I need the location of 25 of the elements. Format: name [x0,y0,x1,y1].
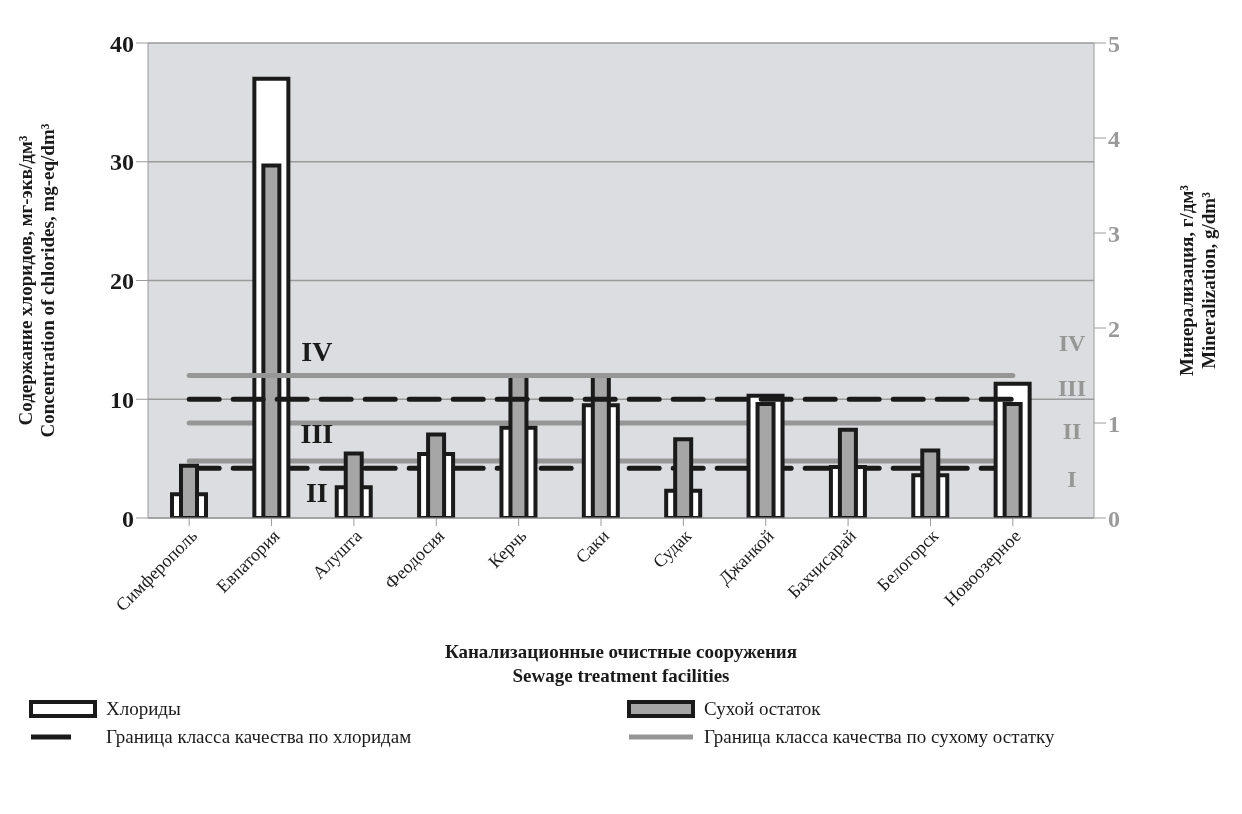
y2-axis-title: Минерализация, г/дм³ Mineralization, g/dm³ [1176,184,1219,377]
annotation: I [1067,465,1077,492]
y-tick-label: 20 [110,268,134,295]
y-tick-label: 30 [110,149,134,176]
annotation: II [305,477,328,509]
y2-tick-label: 3 [1108,220,1120,247]
y-axis-title: Содержание хлоридов, мг-экв/дм³ Concentration of chlorides, mg-eq/dm³ [15,123,58,438]
y-tick-label: 40 [110,30,134,57]
y2-tick-label: 0 [1108,505,1120,532]
annotation: III [1057,375,1087,402]
y-tick-label: 0 [122,505,134,532]
y2-tick-label: 4 [1108,125,1120,152]
legend-label: Граница класса качества по хлоридам [106,726,412,748]
legend-label: Граница класса качества по сухому остатку [704,726,1055,748]
y2-tick-label: 2 [1108,315,1120,342]
y2-tick-label: 1 [1108,410,1120,437]
legend-label: Сухой остаток [704,698,821,720]
annotation: IV [301,335,333,367]
x-axis-title: Канализационные очистные сооружения Sewage treatment facilities [443,640,799,688]
legend-label: Хлориды [106,698,181,720]
y-tick-label: 10 [110,386,134,413]
y2-tick-label: 5 [1108,30,1120,57]
annotation: III [300,417,334,449]
annotation: II [1062,418,1082,444]
annotation: IV [1058,329,1086,356]
